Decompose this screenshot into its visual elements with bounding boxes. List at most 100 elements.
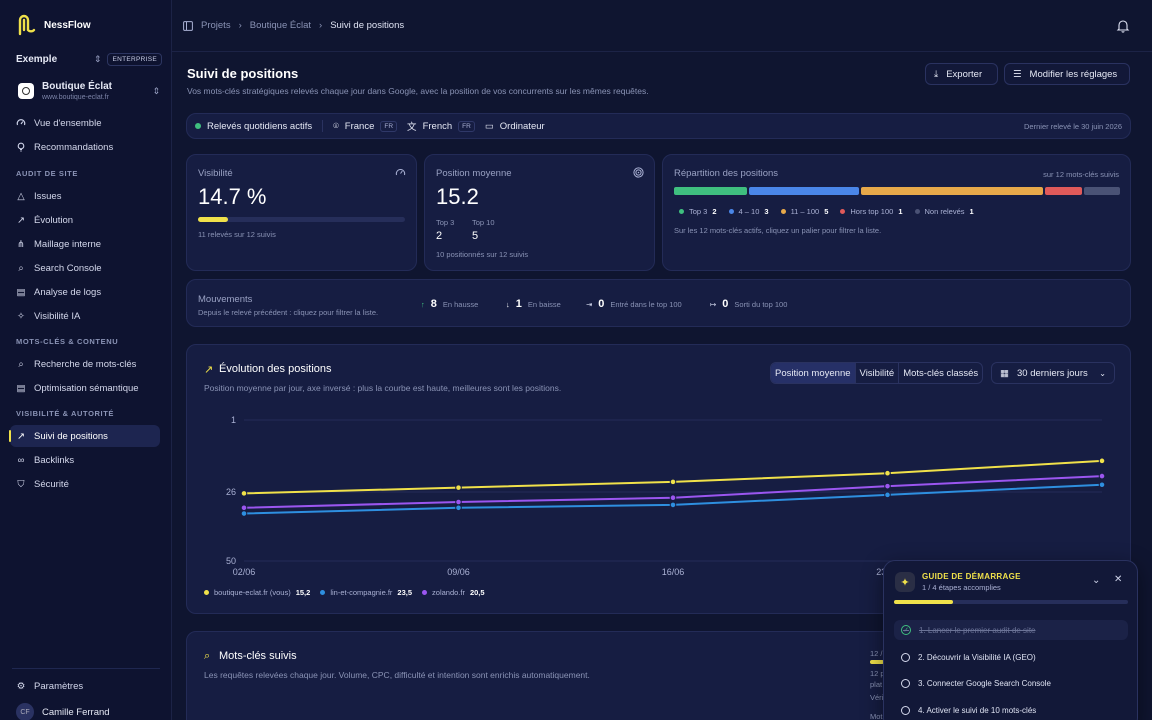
monitor-icon: ▭ [484,120,494,132]
x-tick-label: 09/06 [447,567,470,577]
data-point [669,494,677,501]
legend-count: 1 [898,207,903,216]
site-favicon-icon [18,83,34,99]
visibility-bar-fill [198,217,229,222]
nav-item-ai-visibility[interactable]: ✧ Visibilité IA [10,305,160,327]
device-chip[interactable]: ▭ Ordinateur [485,121,545,132]
data-point [1098,481,1106,489]
bell-icon[interactable] [1116,19,1130,33]
org-switcher[interactable]: Exemple ⇕ ENTERPRISE [16,53,162,66]
distribution-segment[interactable] [860,187,1043,195]
sparkle-icon: ✦ [895,572,915,592]
range-select[interactable]: ▦ 30 derniers jours ⌄ [991,362,1115,384]
tab-visibility[interactable]: Visibilité [854,363,899,383]
user-menu[interactable]: CF Camille Ferrand [16,703,110,720]
tab-avg-position[interactable]: Position moyenne [771,363,855,383]
nav-item-overview[interactable]: Vue d'ensemble [10,112,160,134]
nav-item-rank-tracking[interactable]: ↗ Suivi de positions [9,425,160,447]
data-point [240,490,248,497]
exit-icon: ↦ [710,299,717,309]
distribution-legend-item[interactable]: 11 – 100 5 [780,207,828,216]
language-chip[interactable]: 文 French FR [407,119,475,133]
distribution-segment[interactable] [749,187,859,195]
legend-dot [679,209,684,214]
guide-step-label: 3. Connecter Google Search Console [918,678,1051,688]
legend-dot [422,590,428,595]
brand[interactable]: NessFlow [16,14,91,36]
nav-item-keyword-research[interactable]: ⌕ Recherche de mots-clés [10,353,160,375]
legend-label: Hors top 100 [850,207,894,216]
breadcrumb-projects[interactable]: Projets [201,20,231,31]
nav-item-search-console[interactable]: ⌕ Search Console [10,257,160,279]
status-chip[interactable]: Relevés quotidiens actifs [195,121,312,132]
legend-item[interactable]: boutique-eclat.fr (vous) 15,2 [204,588,310,597]
nav-item-log-analysis[interactable]: ▤ Analyse de logs [10,281,160,303]
sidebar-toggle-icon[interactable] [183,20,193,31]
nav-label: Recommandations [34,141,114,153]
close-icon[interactable]: ✕ [1114,574,1123,585]
nav-section-title: AUDIT DE SITE [16,168,78,178]
legend-value: 20,5 [469,588,485,597]
movement-entered[interactable]: ⇥ 0 Entré dans le top 100 [586,298,682,310]
movement-down-value: 1 [515,298,522,310]
movement-exited[interactable]: ↦ 0 Sorti du top 100 [710,298,787,310]
movements-subtitle: Depuis le relevé précédent : cliquez pou… [198,308,379,317]
distribution-legend-item[interactable]: 4 – 10 3 [728,207,769,216]
gear-icon: ⚙ [16,680,26,692]
data-point [1098,472,1106,480]
nav-label: Backlinks [34,454,75,466]
nav-item-semantic-optimization[interactable]: ▤ Optimisation sémantique [10,377,160,399]
top3-label: Top 3 [436,218,455,227]
distribution-segment[interactable] [674,187,747,195]
data-point [669,501,677,509]
country-chip[interactable]: ⌾ France FR [333,120,398,132]
movement-up[interactable]: ↑ 8 En hausse [421,298,478,310]
search-icon: ⌕ [18,358,24,370]
distribution-legend-item[interactable]: Top 3 2 [679,207,717,216]
nav-label: Search Console [34,262,102,274]
guide-step[interactable]: 3. Connecter Google Search Console [894,673,1128,693]
kpi-title: Position moyenne [436,168,512,179]
visibility-card[interactable]: Visibilité 14.7 % 11 relevés sur 12 suiv… [186,154,417,271]
guide-step[interactable]: 2. Découvrir la Visibilité IA (GEO) [894,647,1128,667]
nav-item-evolution[interactable]: ↗ Évolution [10,209,160,231]
distribution-note: Sur les 12 mots-clés actifs, cliquez un … [674,226,882,235]
enter-icon: ⇥ [586,299,593,309]
distribution-legend-item[interactable]: Non relevés 1 [914,207,974,216]
breadcrumb-site[interactable]: Boutique Éclat [249,20,312,31]
guide-step[interactable]: ✓ 1. Lancer le premier audit de site [894,620,1128,640]
nav-item-issues[interactable]: △ Issues [10,185,160,207]
nav-item-backlinks[interactable]: ∞ Backlinks [10,449,160,471]
settings-button[interactable]: ☰ Modifier les réglages [1004,63,1130,85]
keywords-note: 12 p [870,669,885,678]
target-icon [633,167,644,178]
legend-item[interactable]: lin-et-compagnie.fr 23,5 [320,588,412,597]
legend-label: zolando.fr [432,588,465,597]
legend-item[interactable]: zolando.fr 20,5 [422,588,485,597]
nav-item-security[interactable]: ⛉ Sécurité [10,473,160,495]
movement-down[interactable]: ↓ 1 En baisse [506,298,561,310]
data-point [669,478,677,486]
distribution-segment[interactable] [1083,187,1120,195]
nav-item-internal-linking[interactable]: ⋔ Maillage interne [10,233,160,255]
page-title: Suivi de positions [187,66,299,81]
guide-progress-bar [894,600,1128,604]
tab-ranked-keywords[interactable]: Mots-clés classés [898,363,982,383]
distribution-segment[interactable] [1045,187,1082,195]
avatar: CF [16,703,34,720]
y-tick-label: 26 [226,487,236,497]
nav-item-recommendations[interactable]: Recommandations [10,136,160,158]
nav-label: Analyse de logs [34,286,102,298]
site-switcher[interactable]: Boutique Éclat www.boutique-eclat.fr ⇕ [12,76,160,106]
nav-item-settings[interactable]: ⚙ Paramètres [10,675,160,697]
chevron-down-icon[interactable]: ⌄ [1092,575,1101,586]
kpi-title: Répartition des positions [674,168,779,179]
guide-step[interactable]: 4. Activer le suivi de 10 mots-clés [894,700,1128,720]
device-label: Ordinateur [499,120,545,132]
keywords-subtitle: Les requêtes relevées chaque jour. Volum… [204,670,590,680]
export-label: Exporter [946,68,983,80]
avg-position-card[interactable]: Position moyenne 15.2 Top 3 2 Top 10 5 1… [424,154,655,271]
export-button[interactable]: ⤓ Exporter [925,63,998,85]
site-url: www.boutique-eclat.fr [42,94,109,101]
distribution-legend-item[interactable]: Hors top 100 1 [840,207,903,216]
